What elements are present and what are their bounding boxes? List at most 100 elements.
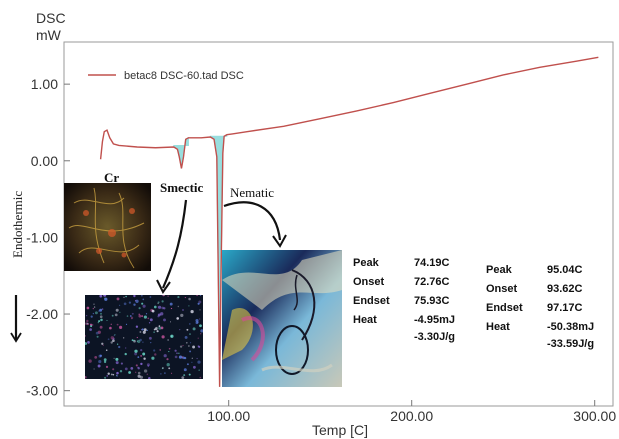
speckle [118,345,121,349]
speckle [182,356,185,360]
legend: betac8 DSC-60.tad DSC [88,70,244,82]
y-tick-label-0: 1.00 [31,76,58,92]
speckle [148,322,151,324]
speckle [85,342,88,345]
nematic-micrograph [222,250,342,387]
speckle [188,373,191,376]
speckle [199,324,202,328]
y-unit-bottom: mW [36,27,61,43]
speckle [116,343,119,345]
speckle [110,323,113,326]
speckle [114,334,116,336]
speckle [99,325,103,329]
speckle [188,345,190,347]
speckle [182,309,184,311]
speckle [138,314,142,318]
speckle [184,335,188,339]
speckle [188,297,191,301]
nematic-arrow [223,201,282,241]
speckle [135,299,137,302]
speckle [157,302,159,305]
speckle [198,369,200,371]
speckle [161,335,165,339]
speckle [90,323,92,326]
speckle [191,357,193,359]
speckle [160,373,162,375]
peak-results-1: Peak 74.19C Onset 72.76C Endset 75.93C H… [353,256,473,348]
heat-per-g-2: -33.59J/g [547,338,595,350]
speckle [147,365,150,367]
speckle [142,304,146,308]
speckle [200,329,203,333]
speckle [97,364,101,368]
speckle [134,349,138,353]
speckle [115,308,119,312]
speckle [119,325,123,329]
speckle [199,295,202,297]
speckle [128,301,132,304]
speckle [112,337,115,340]
speckle [115,374,118,376]
speckle [178,352,180,354]
speckle [143,315,147,319]
speckle [197,337,199,339]
speckle [85,375,87,379]
speckle [143,369,148,373]
endothermic-arrow-head [10,332,22,343]
speckle [179,345,183,348]
speckle [133,303,136,306]
speckle [91,324,94,326]
speckle [110,373,113,376]
speckle [161,300,164,303]
speckle [151,356,155,360]
speckle [141,302,144,305]
speckle [116,374,119,377]
speckle [119,378,121,379]
speckle [105,365,109,369]
speckle [151,309,155,313]
speckle [189,333,191,336]
speckle [146,329,148,332]
speckle [193,365,196,369]
speckle [90,315,93,318]
speckle [129,315,132,317]
speckle [153,305,157,309]
speckle [140,355,142,357]
speckle [103,295,107,297]
speckle [105,349,108,351]
speckle [192,327,196,331]
speckle [163,307,166,310]
speckle [133,339,135,342]
speckle [103,358,107,362]
speckle [136,340,138,342]
speckle [110,336,114,340]
speckle [125,323,128,325]
speckle [85,314,88,317]
speckle [154,353,157,356]
peak-results-2: Peak 95.04C Onset 93.62C Endset 97.17C H… [486,263,611,355]
speckle [130,316,134,320]
endothermic-label: Endothermic [10,190,25,258]
endset-value-2: 97.17C [547,302,583,314]
speckle [190,309,194,314]
speckle [158,326,162,330]
speckle [167,339,169,341]
legend-label: betac8 DSC-60.tad DSC [124,70,244,82]
heat-value-2: -50.38mJ [547,321,595,333]
speckle [163,318,166,322]
y-tick-label-4: -3.00 [26,383,58,399]
speckle [86,306,90,310]
speckle [103,360,107,364]
speckle [131,339,134,342]
speckle [140,362,143,366]
speckle [176,317,179,320]
onset-label-2: Onset [486,283,518,295]
speckle [137,339,141,344]
speckle [120,362,123,365]
speckle [181,376,185,379]
x-axis-title: Temp [C] [312,422,369,438]
speckle [157,301,160,304]
dsc-series-line [99,56,599,387]
speckle [177,296,180,299]
speckle [115,357,119,361]
